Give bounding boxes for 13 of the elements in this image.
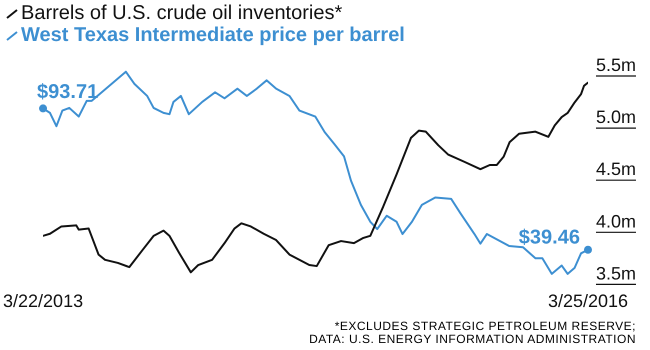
- legend-label: West Texas Intermediate price per barrel: [21, 24, 405, 46]
- y-tick-label: 4.0m: [596, 211, 636, 232]
- y-tick-label: 4.5m: [596, 159, 636, 180]
- data-label: $39.46: [518, 226, 580, 248]
- legend-label: Barrels of U.S. crude oil inventories*: [21, 2, 342, 24]
- y-tick-label: 3.5m: [596, 263, 636, 284]
- x-tick-label: 3/25/2016: [548, 291, 628, 312]
- text: *EXCLUDES STRATEGIC PETROLEUM RESERVE;: [334, 319, 636, 333]
- y-tick-label: 5.0m: [596, 107, 636, 128]
- data-label: $93.71: [37, 80, 98, 103]
- y-tick-label: 5.5m: [596, 54, 636, 75]
- text: DATA: U.S. ENERGY INFORMATION ADMINISTRATION: [309, 332, 636, 346]
- x-tick-label: 3/22/2013: [3, 291, 84, 312]
